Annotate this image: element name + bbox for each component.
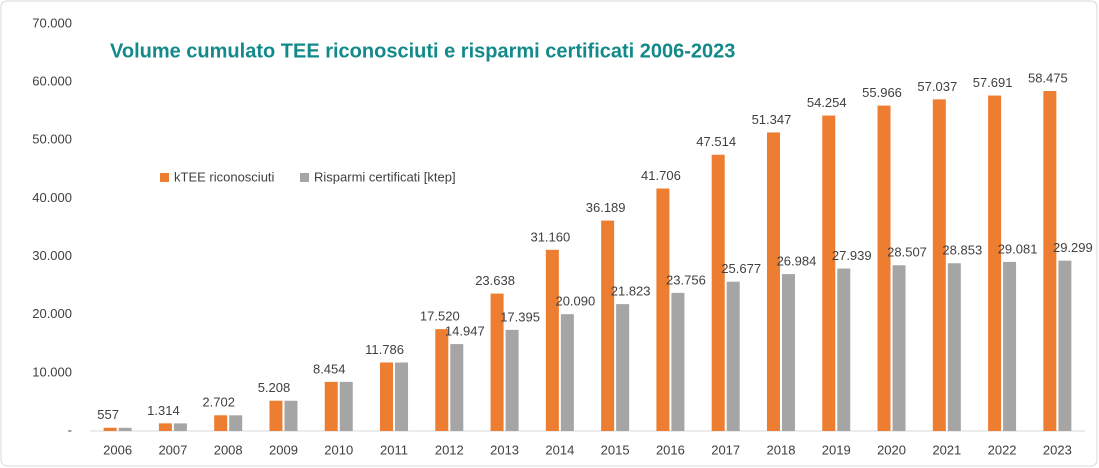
y-tick-label: 30.000 [32,248,72,263]
bar [545,249,559,431]
bar [766,132,780,432]
x-tick-label: 2017 [711,442,740,457]
data-label: 20.090 [555,294,595,309]
legend-swatch [160,173,169,182]
x-tick-label: 2015 [601,442,630,457]
bar [601,220,615,431]
data-label: 31.160 [530,229,570,244]
x-tick-label: 2021 [932,442,961,457]
data-label: 23.756 [666,272,706,287]
bar [671,292,685,431]
bar [822,115,836,431]
bar [877,105,891,431]
data-label: 28.507 [887,245,927,260]
bar [988,95,1002,431]
bar [1003,261,1017,431]
bar [284,400,298,431]
data-label: 36.189 [586,200,626,215]
bar [380,362,394,431]
y-tick-label: 50.000 [32,132,72,147]
data-label: 58.475 [1028,70,1068,85]
bar [505,329,519,431]
bar [711,154,725,431]
bar [490,293,504,431]
x-tick-label: 2014 [545,442,574,457]
x-tick-label: 2011 [380,442,408,457]
data-label: 55.966 [862,85,902,100]
data-label: 57.691 [973,75,1013,90]
bar [726,281,740,431]
bar [560,314,574,431]
bar [395,362,409,431]
bar [173,423,187,431]
data-label: 14.947 [445,324,485,339]
y-tick-label: 60.000 [32,74,72,89]
data-label: 11.786 [365,342,404,357]
x-tick-label: 2008 [214,442,243,457]
data-label: 28.853 [942,243,982,258]
x-tick-label: 2012 [435,442,464,457]
data-label: 557 [97,407,119,422]
legend-label: Risparmi certificati [ktep] [314,169,456,184]
bar [892,265,906,431]
data-label: 21.823 [611,284,651,299]
data-label: 17.395 [500,309,540,324]
bar [781,274,795,431]
data-label: 25.677 [721,261,761,276]
x-tick-label: 2020 [877,442,906,457]
x-tick-label: 2016 [656,442,685,457]
bar [616,304,630,431]
chart-title: Volume cumulato TEE riconosciuti e rispa… [110,40,735,62]
data-label: 8.454 [313,361,346,376]
data-label: 2.702 [202,395,235,410]
y-tick-label: 70.000 [32,15,72,30]
data-label: 29.299 [1053,240,1093,255]
bar [1043,91,1057,431]
x-tick-label: 2023 [1043,442,1072,457]
x-tick-label: 2007 [158,442,187,457]
bar [158,423,172,431]
x-tick-label: 2009 [269,442,298,457]
x-tick-label: 2013 [490,442,519,457]
bar [947,263,961,431]
data-label: 5.208 [258,380,291,395]
legend-label: kTEE riconosciuti [174,169,275,184]
bar [214,415,228,431]
x-tick-label: 2010 [324,442,353,457]
data-label: 57.037 [917,79,957,94]
y-tick-label: 10.000 [32,364,72,379]
x-tick-label: 2018 [767,442,796,457]
data-label: 1.314 [147,403,180,418]
x-tick-label: 2022 [988,442,1017,457]
bar [118,427,132,431]
data-label: 47.514 [696,134,736,149]
bar [656,188,670,431]
bar [339,381,353,431]
data-label: 41.706 [641,168,681,183]
x-tick-label: 2019 [822,442,851,457]
y-tick-label: 20.000 [32,306,72,321]
bar [269,400,283,431]
bar [932,99,946,432]
legend-swatch [300,173,309,182]
data-label: 54.254 [807,95,847,110]
data-label: 29.081 [998,241,1038,256]
bar [1058,260,1072,431]
data-label: 26.984 [777,254,817,269]
data-label: 17.520 [420,309,460,324]
data-label: 23.638 [475,273,515,288]
bar [103,427,117,431]
data-label: 27.939 [832,248,872,263]
bar [324,381,338,431]
bar [837,268,851,431]
bar [229,415,243,431]
bar [450,344,464,431]
y-tick-label: 40.000 [32,190,72,205]
x-tick-label: 2006 [103,442,132,457]
y-tick-label: - [68,422,72,437]
data-label: 51.347 [752,112,792,127]
bar [435,329,449,431]
